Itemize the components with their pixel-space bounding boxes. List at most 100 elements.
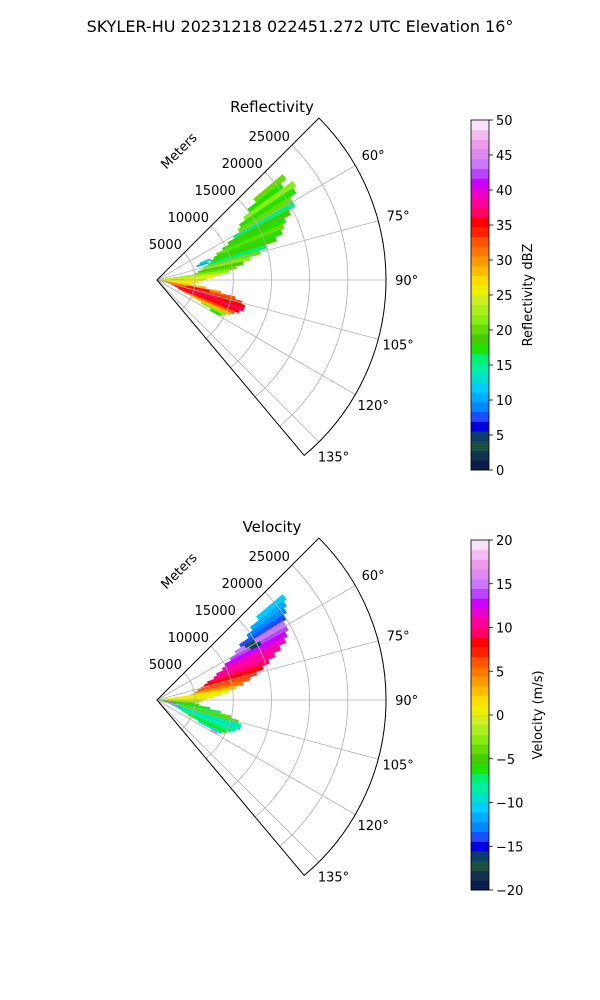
range-tick-label: 10000 bbox=[168, 631, 209, 646]
data-cell bbox=[243, 180, 297, 221]
data-cell bbox=[177, 287, 240, 314]
colorbar-segment bbox=[471, 207, 489, 218]
colorbar-segment bbox=[471, 197, 489, 208]
reflectivity-colorbar: 0 5 10 15 20 25 30 35 40 45 50 Reflectivity dBZ bbox=[470, 114, 536, 479]
range-tick-label: 5000 bbox=[149, 238, 182, 253]
azimuth-tick-label: 75° bbox=[387, 209, 410, 224]
colorbar-segment bbox=[471, 324, 489, 335]
azimuth-gridline bbox=[156, 279, 356, 395]
colorbar-segment bbox=[471, 236, 489, 247]
colorbar-segment bbox=[471, 343, 489, 354]
azimuth-gridline bbox=[156, 640, 379, 701]
colorbar-segment bbox=[471, 256, 489, 267]
colorbar-segment bbox=[471, 246, 489, 257]
colorbar-segment bbox=[471, 841, 489, 852]
figure-title: SKYLER-HU 20231218 022451.272 UTC Elevat… bbox=[87, 17, 514, 36]
data-cell bbox=[203, 665, 264, 687]
range-ring bbox=[230, 618, 272, 789]
data-cell bbox=[213, 229, 283, 260]
colorbar-tick-label: 0 bbox=[496, 709, 504, 724]
data-cell bbox=[213, 652, 276, 680]
colorbar-segment bbox=[471, 353, 489, 364]
data-cell bbox=[221, 217, 287, 251]
azimuth-tick-label: 120° bbox=[358, 399, 389, 414]
colorbar-segment bbox=[471, 158, 489, 170]
range-ring bbox=[254, 591, 311, 818]
colorbar-tick-label: 15 bbox=[496, 359, 513, 374]
colorbar-segment bbox=[471, 870, 489, 881]
colorbar-segment bbox=[471, 314, 489, 325]
polar-frame bbox=[156, 117, 387, 457]
colorbar-segment bbox=[471, 382, 489, 393]
colorbar-segment bbox=[471, 753, 489, 765]
range-ring bbox=[230, 198, 272, 369]
data-cell bbox=[215, 645, 282, 677]
data-cell bbox=[227, 209, 292, 246]
range-tick-label: 10000 bbox=[168, 211, 209, 226]
data-cell bbox=[196, 261, 209, 268]
colorbar-segment bbox=[471, 559, 489, 570]
colorbar-tick-label: 10 bbox=[496, 622, 513, 637]
reflectivity-range-axis-label: Meters bbox=[159, 130, 201, 172]
colorbar-segment bbox=[471, 763, 489, 774]
reflectivity-cells bbox=[160, 174, 297, 317]
colorbar-tick-label: −20 bbox=[496, 884, 523, 899]
velocity-azimuth-ticks: 60° 75° 90° 105° 120° 135° bbox=[318, 569, 418, 885]
azimuth-tick-label: 105° bbox=[382, 759, 413, 774]
azimuth-tick-label: 90° bbox=[395, 274, 418, 289]
colorbar-segment bbox=[471, 363, 489, 374]
colorbar-segment bbox=[471, 460, 489, 471]
colorbar-segment bbox=[471, 685, 489, 696]
data-cell bbox=[181, 709, 232, 733]
range-tick-label: 20000 bbox=[222, 577, 263, 592]
colorbar-segment bbox=[471, 821, 489, 833]
colorbar-segment bbox=[471, 783, 489, 794]
colorbar-segment bbox=[471, 666, 489, 677]
colorbar-segment bbox=[471, 792, 489, 803]
data-cell bbox=[197, 676, 251, 692]
data-cell bbox=[210, 236, 278, 263]
colorbar-segment bbox=[471, 401, 489, 413]
colorbar-tick-label: 10 bbox=[496, 394, 513, 409]
azimuth-gridline bbox=[156, 699, 356, 815]
colorbar-segment bbox=[471, 178, 489, 189]
azimuth-tick-label: 60° bbox=[362, 149, 385, 164]
reflectivity-title: Reflectivity bbox=[230, 98, 314, 116]
reflectivity-azimuth-ticks: 60° 75° 90° 105° 120° 135° bbox=[318, 149, 418, 465]
colorbar-segment bbox=[471, 569, 489, 580]
colorbar-tick-label: 30 bbox=[496, 254, 513, 269]
colorbar-segment bbox=[471, 275, 489, 286]
colorbar-segment bbox=[471, 540, 489, 551]
colorbar-segment bbox=[471, 705, 489, 716]
colorbar-segment bbox=[471, 627, 489, 638]
colorbar-tick-label: −5 bbox=[496, 753, 515, 768]
colorbar-segment bbox=[471, 421, 489, 432]
colorbar-segment bbox=[471, 578, 489, 590]
data-cell bbox=[256, 594, 287, 621]
colorbar-segment bbox=[471, 656, 489, 667]
colorbar-segment bbox=[471, 724, 489, 735]
colorbar-segment bbox=[471, 304, 489, 315]
data-cell bbox=[172, 278, 184, 280]
data-cell bbox=[201, 256, 251, 271]
velocity-grid bbox=[156, 537, 387, 877]
colorbar-segment bbox=[471, 549, 489, 560]
azimuth-gridline bbox=[156, 279, 320, 443]
colorbar-segment bbox=[471, 646, 489, 658]
colorbar-tick-label: 40 bbox=[496, 184, 513, 199]
colorbar-segment bbox=[471, 129, 489, 140]
colorbar-tick-label: 25 bbox=[496, 289, 513, 304]
colorbar-segment bbox=[471, 168, 489, 179]
colorbar-segment bbox=[471, 188, 489, 199]
velocity-range-axis-label: Meters bbox=[159, 550, 201, 592]
azimuth-gridline bbox=[156, 699, 320, 863]
colorbar-tick-label: 20 bbox=[496, 534, 513, 549]
data-cell bbox=[199, 294, 223, 305]
colorbar-segment bbox=[471, 139, 489, 150]
colorbar-segment bbox=[471, 598, 489, 609]
range-ring bbox=[279, 564, 349, 847]
data-cell bbox=[190, 685, 237, 696]
colorbar-segment bbox=[471, 608, 489, 619]
colorbar-segment bbox=[471, 440, 489, 451]
reflectivity-range-ticks: 5000 10000 15000 20000 25000 bbox=[149, 130, 290, 253]
